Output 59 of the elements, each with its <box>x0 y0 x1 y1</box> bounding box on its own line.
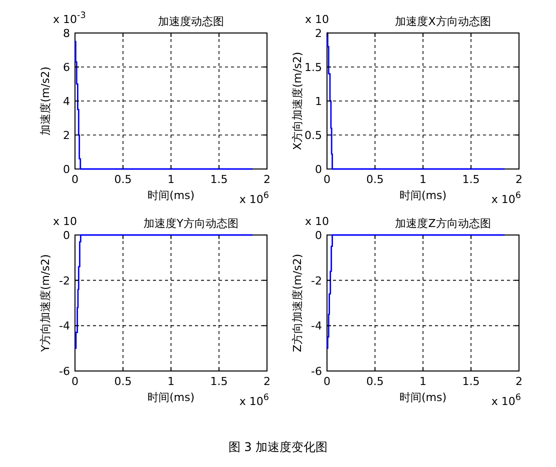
y-tick-label: 0 <box>63 229 70 242</box>
y-tick-label: 1.5 <box>304 61 322 74</box>
y-tick-label: 2 <box>315 27 322 40</box>
y-tick-label: 0 <box>315 163 322 176</box>
x-axis-title: 时间(ms) <box>399 391 447 404</box>
y-axis-title: Z方向加速度(m/s2) <box>291 254 304 352</box>
text: x 10$^{6}$ <box>491 393 522 408</box>
y-tick-label: -2 <box>311 274 322 288</box>
text: x 10$^{6}$ <box>239 393 270 408</box>
y-tick-label: 8 <box>63 27 70 40</box>
y-tick-label: 2 <box>63 129 70 142</box>
x-tick-label: 1.5 <box>462 173 480 186</box>
x-axis-title: 时间(ms) <box>147 391 195 404</box>
y-tick-label: 0.5 <box>304 129 322 142</box>
x-tick-label: 0.5 <box>114 375 132 388</box>
y-tick-label: 0 <box>315 229 322 242</box>
x-tick-label: 1 <box>420 173 426 186</box>
y-tick-label: -2 <box>59 274 70 288</box>
text: x 10$^{6}$ <box>239 191 270 206</box>
x-tick-label: 0 <box>72 173 78 186</box>
caption: 图 3 加速度变化图 <box>228 440 328 454</box>
x-tick-label: 2 <box>264 173 270 186</box>
x-tick-label: 1.5 <box>210 375 228 388</box>
y-tick-label: 0 <box>63 163 70 176</box>
x-tick-label: 1 <box>168 375 174 388</box>
x-tick-label: 0.5 <box>114 173 132 186</box>
x-tick-label: 0.5 <box>366 375 384 388</box>
x-tick-label: 0 <box>324 375 330 388</box>
chart-title: 加速度动态图 <box>158 15 224 28</box>
x-tick-label: 2 <box>264 375 270 388</box>
x-tick-label: 1 <box>420 375 426 388</box>
x-tick-label: 1.5 <box>210 173 228 186</box>
x-axis-title: 时间(ms) <box>147 189 195 202</box>
y-tick-label: 4 <box>63 95 70 108</box>
text: x 10 <box>305 13 330 26</box>
chart-title: 加速度Z方向动态图 <box>395 217 491 230</box>
x-tick-label: 1 <box>168 173 174 186</box>
x-tick-label: 2 <box>516 375 522 388</box>
y-tick-label: -4 <box>59 320 70 333</box>
x-axis-title: 时间(ms) <box>399 189 447 202</box>
text: x 10$^{6}$ <box>491 191 522 206</box>
text: x 10 <box>305 215 330 228</box>
y-axis-title: Y方向加速度(m/s2) <box>39 254 52 353</box>
text: x 10 <box>53 215 78 228</box>
x-tick-label: 2 <box>516 173 522 186</box>
chart-title: 加速度X方向动态图 <box>395 15 491 28</box>
chart-title: 加速度Y方向动态图 <box>144 217 238 230</box>
y-axis-title: X方向加速度(m/s2) <box>291 52 304 150</box>
y-tick-label: 6 <box>63 61 70 74</box>
y-axis-title: 加速度(m/s2) <box>39 66 52 136</box>
y-tick-label: -6 <box>59 365 70 378</box>
x-tick-label: 0.5 <box>366 173 384 186</box>
x-tick-label: 0 <box>72 375 78 388</box>
text: x 10$^{-3}$ <box>53 11 86 26</box>
y-tick-label: 1 <box>315 95 322 108</box>
x-tick-label: 1.5 <box>462 375 480 388</box>
x-tick-label: 0 <box>324 173 330 186</box>
y-tick-label: -6 <box>311 365 322 378</box>
y-tick-label: -4 <box>311 320 322 333</box>
